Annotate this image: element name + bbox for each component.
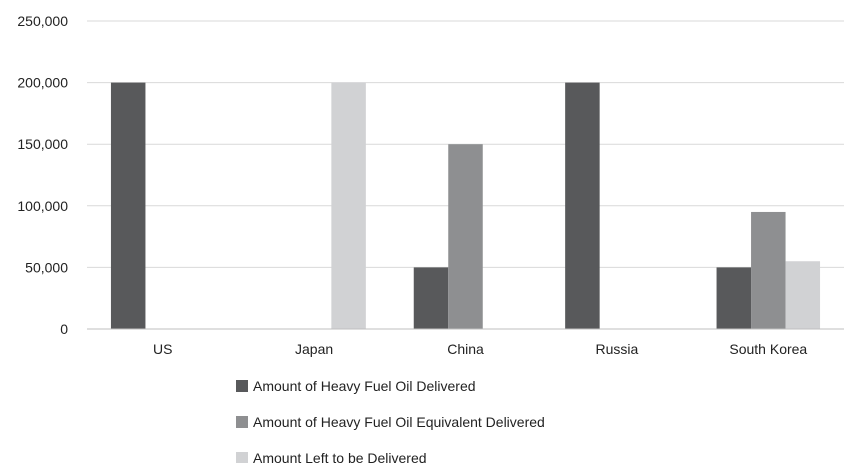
- bar: [331, 82, 366, 329]
- bar: [716, 267, 752, 329]
- bar: [785, 261, 821, 329]
- y-tick-label: 50,000: [25, 259, 68, 275]
- y-tick-label: 250,000: [17, 13, 68, 29]
- x-tick-label: Japan: [295, 341, 333, 357]
- bar: [110, 82, 146, 329]
- bars: [110, 82, 821, 329]
- legend-label: Amount of Heavy Fuel Oil Equivalent Deli…: [253, 414, 545, 430]
- bar: [448, 144, 483, 329]
- bar: [751, 211, 786, 329]
- legend-label: Amount of Heavy Fuel Oil Delivered: [253, 378, 476, 394]
- y-tick-label: 150,000: [17, 136, 68, 152]
- legend-swatch: [236, 380, 248, 392]
- y-axis-tick-labels: 0 50,000 100,000 150,000 200,000 250,000: [17, 13, 68, 337]
- y-tick-label: 200,000: [17, 75, 68, 91]
- x-tick-label: US: [153, 341, 172, 357]
- legend-label: Amount Left to be Delivered: [253, 450, 427, 463]
- x-tick-label: Russia: [596, 341, 639, 357]
- x-axis-tick-labels: US Japan China Russia South Korea: [153, 341, 807, 357]
- legend-swatch: [236, 416, 248, 428]
- y-tick-label: 0: [60, 321, 68, 337]
- y-tick-label: 100,000: [17, 198, 68, 214]
- x-tick-label: South Korea: [729, 341, 807, 357]
- bar: [413, 267, 449, 329]
- bar: [565, 82, 600, 329]
- x-tick-label: China: [447, 341, 484, 357]
- legend-swatch: [236, 452, 248, 463]
- legend: Amount of Heavy Fuel Oil Delivered Amount…: [236, 378, 545, 463]
